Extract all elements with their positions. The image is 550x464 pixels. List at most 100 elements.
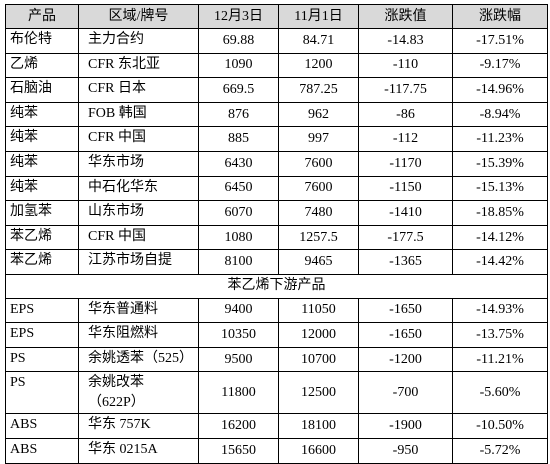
- table-cell: 9500: [198, 346, 279, 373]
- table-cell: 7600: [278, 175, 359, 202]
- table-cell: -1900: [358, 413, 453, 439]
- table-cell: 纯苯: [5, 175, 79, 202]
- table-cell: 84.71: [278, 28, 359, 54]
- table-header: 产品 区域/牌号 12月3日 11月1日 涨跌值 涨跌幅: [5, 4, 548, 29]
- table-cell: -14.83: [358, 28, 453, 54]
- table-row: 苯乙烯 江苏市场自提 8100 9465 -1365 -14.42%: [5, 249, 548, 275]
- table-cell: -5.72%: [452, 437, 548, 464]
- table-cell: CFR 日本: [78, 77, 199, 103]
- table-cell: 余姚透苯（525）: [78, 346, 199, 373]
- table-cell: -8.94%: [452, 101, 548, 128]
- table-cell: 华东普通料: [78, 297, 199, 324]
- table-cell: -1170: [358, 150, 453, 177]
- table-row: 石脑油 CFR 日本 669.5 787.25 -117.75 -14.96%: [5, 77, 548, 103]
- table-cell: 1257.5: [278, 224, 359, 251]
- table-cell: 6070: [198, 200, 279, 226]
- table-cell: 纯苯: [5, 150, 79, 177]
- table-cell: 8100: [198, 249, 279, 275]
- table-cell: -1650: [358, 297, 453, 324]
- table-cell: 苯乙烯: [5, 224, 79, 251]
- table-cell: 15650: [198, 437, 279, 464]
- table-cell: -1650: [358, 322, 453, 348]
- cell-line: 余姚改苯: [88, 375, 144, 391]
- table-row: 布伦特 主力合约 69.88 84.71 -14.83 -17.51%: [5, 28, 548, 54]
- table-cell: 69.88: [198, 28, 279, 54]
- table-cell: 华东市场: [78, 150, 199, 177]
- table-cell: 669.5: [198, 77, 279, 103]
- table-cell: 华东阻燃料: [78, 322, 199, 348]
- table-cell: CFR 东北亚: [78, 52, 199, 79]
- table-cell: 787.25: [278, 77, 359, 103]
- table-cell: 876: [198, 101, 279, 128]
- table-cell: 纯苯: [5, 101, 79, 128]
- table-cell: 余姚改苯 （622P）: [78, 371, 199, 415]
- table-cell: -14.93%: [452, 297, 548, 324]
- table-cell: 1200: [278, 52, 359, 79]
- header-cell: 涨跌幅: [452, 4, 548, 29]
- header-cell: 涨跌值: [358, 4, 453, 29]
- table-cell: 962: [278, 101, 359, 128]
- table-row: EPS 华东普通料 9400 11050 -1650 -14.93%: [5, 297, 548, 324]
- table-cell: 华东 757K: [78, 413, 199, 439]
- table-cell: 7480: [278, 200, 359, 226]
- table-cell: EPS: [5, 297, 79, 324]
- table-cell: CFR 中国: [78, 126, 199, 152]
- table-cell: 16600: [278, 437, 359, 464]
- table-cell: PS: [5, 346, 79, 373]
- table-cell: 乙烯: [5, 52, 79, 79]
- table-cell: CFR 中国: [78, 224, 199, 251]
- table-cell: 18100: [278, 413, 359, 439]
- table-cell: 7600: [278, 150, 359, 177]
- table-cell: -112: [358, 126, 453, 152]
- table-cell: -13.75%: [452, 322, 548, 348]
- table-cell: FOB 韩国: [78, 101, 199, 128]
- table-cell: PS: [5, 371, 79, 415]
- table-cell: 中石化华东: [78, 175, 199, 202]
- table-cell: 1080: [198, 224, 279, 251]
- table-cell: 997: [278, 126, 359, 152]
- section-title: 苯乙烯下游产品: [5, 273, 548, 299]
- table-cell: -5.60%: [452, 371, 548, 415]
- table-cell: 布伦特: [5, 28, 79, 54]
- table-row: 纯苯 中石化华东 6450 7600 -1150 -15.13%: [5, 175, 548, 202]
- table-cell: -9.17%: [452, 52, 548, 79]
- table-row: 纯苯 FOB 韩国 876 962 -86 -8.94%: [5, 101, 548, 128]
- table-row: 纯苯 CFR 中国 885 997 -112 -11.23%: [5, 126, 548, 152]
- table-cell: 885: [198, 126, 279, 152]
- table-cell: 1090: [198, 52, 279, 79]
- table-body: 布伦特 主力合约 69.88 84.71 -14.83 -17.51% 乙烯 CFR 东北亚 1…: [5, 28, 548, 464]
- table-cell: 12500: [278, 371, 359, 415]
- table-cell: 16200: [198, 413, 279, 439]
- table-cell: EPS: [5, 322, 79, 348]
- table-row: PS 余姚透苯（525） 9500 10700 -1200 -11.21%: [5, 346, 548, 373]
- table-cell: -700: [358, 371, 453, 415]
- table-cell: -1410: [358, 200, 453, 226]
- table-cell: 江苏市场自提: [78, 249, 199, 275]
- table-cell: -11.21%: [452, 346, 548, 373]
- table-cell: -10.50%: [452, 413, 548, 439]
- table-row: 苯乙烯 CFR 中国 1080 1257.5 -177.5 -14.12%: [5, 224, 548, 251]
- header-cell: 产品: [5, 4, 79, 29]
- table-cell: -14.12%: [452, 224, 548, 251]
- table-cell: -950: [358, 437, 453, 464]
- table-cell: 苯乙烯: [5, 249, 79, 275]
- cell-line: （622P）: [88, 395, 145, 411]
- table-cell: -11.23%: [452, 126, 548, 152]
- table-row: 纯苯 华东市场 6430 7600 -1170 -15.39%: [5, 150, 548, 177]
- table-cell: 6430: [198, 150, 279, 177]
- table-cell: -17.51%: [452, 28, 548, 54]
- table-cell: 9465: [278, 249, 359, 275]
- table-cell: 石脑油: [5, 77, 79, 103]
- table-cell: -18.85%: [452, 200, 548, 226]
- table-cell: -177.5: [358, 224, 453, 251]
- table-cell: -1200: [358, 346, 453, 373]
- table-cell: -110: [358, 52, 453, 79]
- table-cell: 11800: [198, 371, 279, 415]
- table-cell: 12000: [278, 322, 359, 348]
- table-row: 加氢苯 山东市场 6070 7480 -1410 -18.85%: [5, 200, 548, 226]
- header-cell: 12月3日: [198, 4, 279, 29]
- table-row: EPS 华东阻燃料 10350 12000 -1650 -13.75%: [5, 322, 548, 348]
- table-cell: -1365: [358, 249, 453, 275]
